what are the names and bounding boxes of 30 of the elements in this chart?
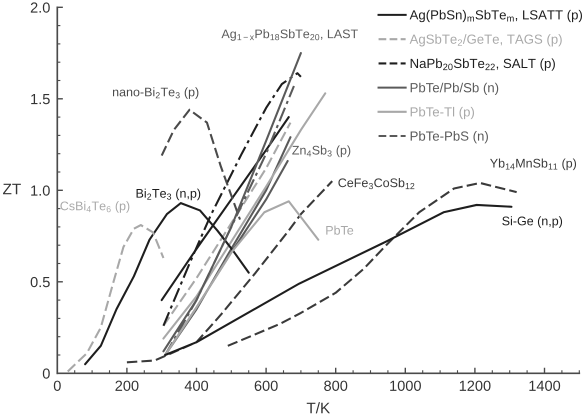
x-tick-label: 400: [184, 380, 208, 391]
series-label: Ag$_{1−x}$Pb$_{18}$SbTe$_{20}$, LAST: [221, 29, 358, 41]
series-label: Bi$_{2}$Te$_{3}$ (n,p): [136, 188, 200, 200]
y-axis-title: ZT: [3, 184, 21, 194]
series-label: Zn$_{4}$Sb$_{3}$ (p): [292, 145, 350, 158]
y-tick-label: 1.0: [31, 185, 50, 196]
legend-label: Ag(PbSn)$_{m}$SbTe$_{m}$, LSATT (p): [410, 10, 582, 22]
series-label: CsBi$_{4}$Te$_{6}$ (p): [60, 201, 130, 213]
x-tick-label: 800: [324, 380, 348, 391]
series-label: PbTe: [326, 226, 354, 235]
x-tick-label: 1200: [460, 380, 491, 391]
legend-label: PbTe/Pb/Sb (n): [410, 82, 498, 95]
y-tick-label: 2.0: [30, 2, 50, 13]
x-tick-label: 1000: [390, 380, 421, 391]
x-axis-title: T/K: [306, 402, 330, 414]
y-tick-label: 0.5: [30, 276, 50, 288]
legend-label: PbTe-PbS (n): [410, 131, 488, 144]
y-tick-label: 1.5: [31, 94, 50, 104]
x-tick-label: 600: [254, 380, 278, 391]
series-label: nano-Bi$_{2}$Te$_{3}$ (p): [112, 87, 198, 99]
series-label: Si-Ge (n,p): [502, 216, 562, 228]
y-tick-label: 0: [42, 368, 50, 379]
series-label: Yb$_{14}$MnSb$_{11}$ (p): [490, 158, 576, 170]
x-tick-label: 1400: [529, 380, 560, 391]
series-label: CeFe$_{3}$CoSb$_{12}$: [338, 178, 414, 190]
legend-label: NaPb$_{20}$SbTe$_{22}$, SALT (p): [410, 58, 555, 71]
x-tick-label: 0: [54, 380, 61, 391]
x-tick-label: 200: [115, 380, 138, 391]
legend-label: PbTe-Tl (p): [410, 106, 474, 120]
legend-label: AgSbTe$_{2}$/GeTe, TAGS (p): [410, 34, 562, 46]
